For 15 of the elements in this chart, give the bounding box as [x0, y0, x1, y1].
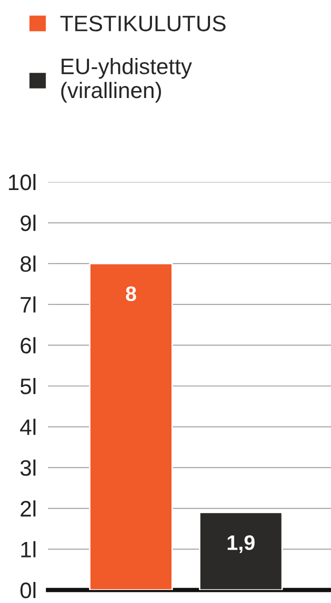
- y-tick-label: 8l: [20, 256, 36, 272]
- data-label: 1,9: [228, 535, 255, 554]
- data-label: 8: [126, 286, 136, 302]
- y-tick-label: 9l: [20, 214, 36, 232]
- y-tick-label: 3l: [20, 460, 36, 476]
- y-tick-label: 7l: [20, 296, 36, 312]
- legend-label: EU-yhdistetty (virallinen): [61, 58, 192, 103]
- y-tick-label: 10l: [8, 174, 36, 190]
- y-tick-label: 0l: [20, 582, 36, 598]
- y-tick-label: 2l: [20, 500, 36, 516]
- y-tick-label: 1l: [21, 541, 36, 558]
- y-tick-label: 5l: [20, 378, 36, 394]
- legend-label: TESTIKULUTUS: [60, 16, 226, 32]
- y-tick-label: 6l: [20, 337, 36, 354]
- y-tick-label: 4l: [20, 418, 36, 435]
